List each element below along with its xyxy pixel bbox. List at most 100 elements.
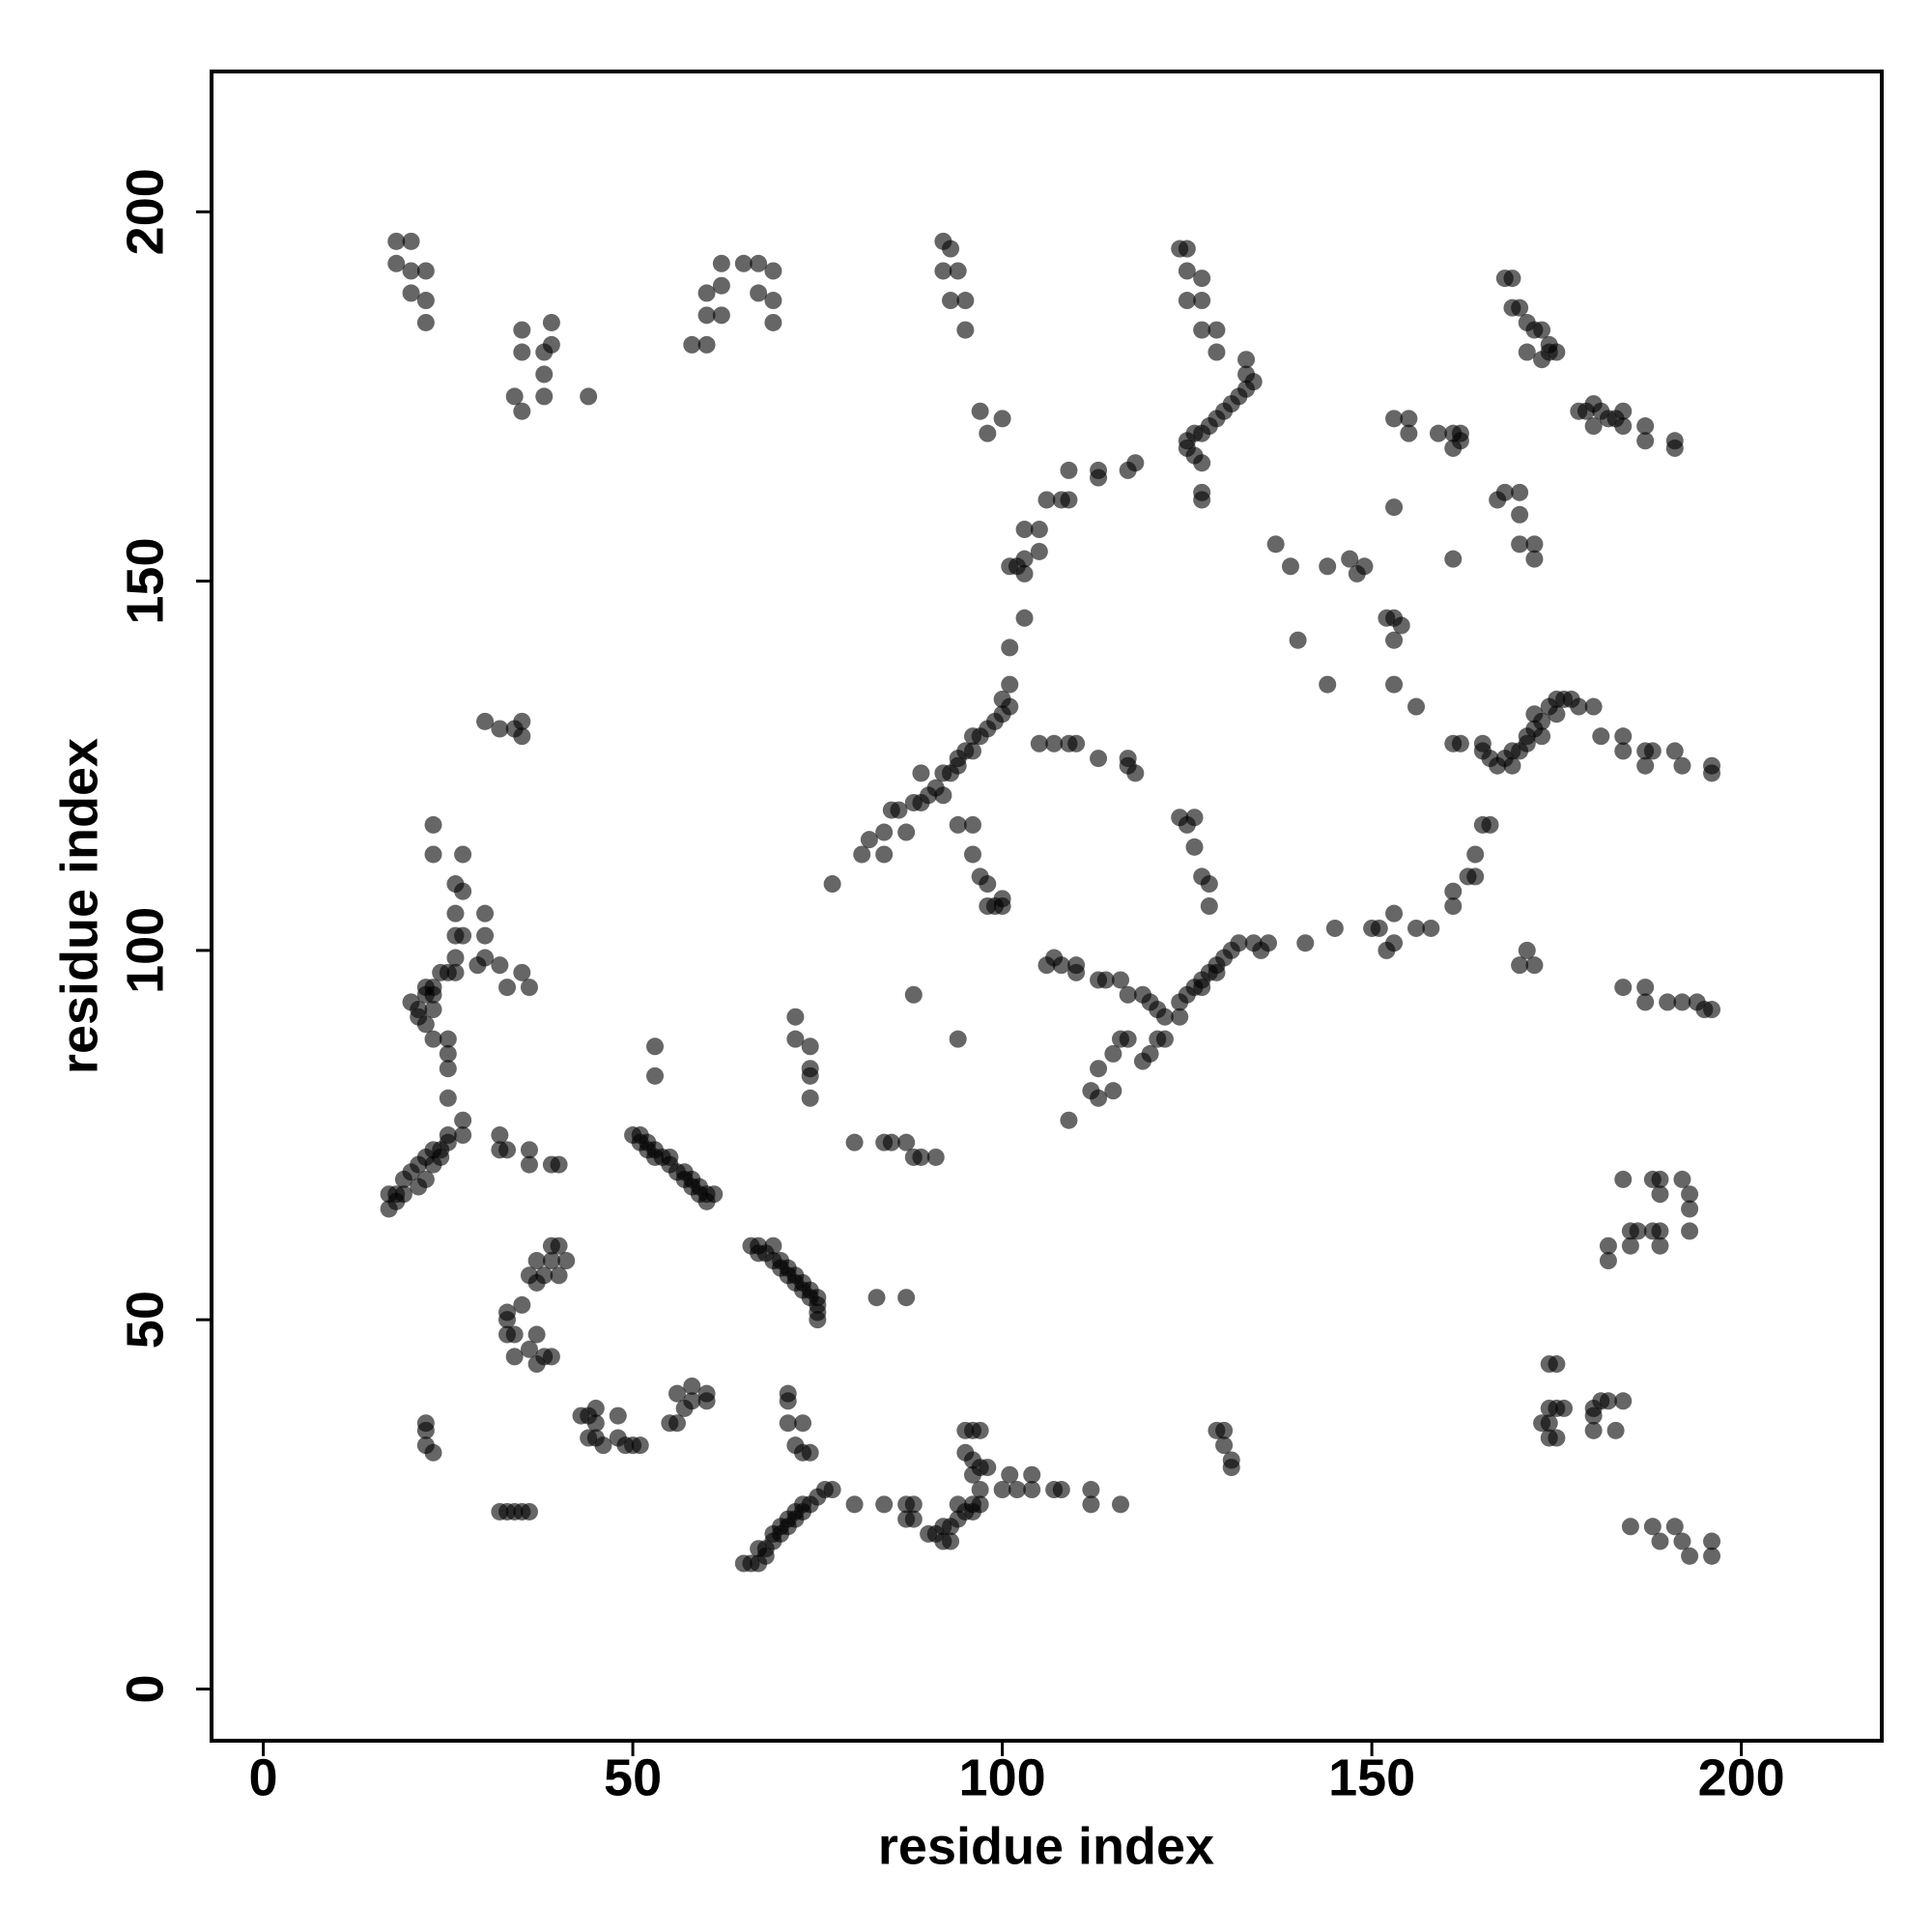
point (476, 926, 495, 945)
point (1481, 815, 1499, 834)
point (1037, 491, 1056, 509)
point (993, 1481, 1011, 1499)
point (949, 262, 967, 280)
point (1030, 542, 1048, 560)
point (513, 712, 531, 730)
point (1385, 675, 1404, 694)
point (904, 985, 923, 1004)
point (1385, 934, 1404, 952)
point (1673, 993, 1691, 1011)
point (424, 1001, 442, 1019)
point (683, 1377, 701, 1395)
point (1495, 483, 1514, 501)
point (668, 1384, 686, 1403)
point (1548, 343, 1566, 361)
point (631, 1436, 649, 1455)
point (1222, 1459, 1240, 1477)
point (380, 1185, 398, 1204)
point (1001, 675, 1019, 694)
point (1178, 240, 1196, 258)
point (1614, 417, 1633, 436)
point (683, 1392, 701, 1410)
point (454, 926, 472, 945)
point (1385, 631, 1404, 649)
point (1015, 609, 1034, 627)
point (535, 365, 554, 384)
point (1451, 734, 1469, 753)
point (550, 1266, 568, 1285)
y-tick-label: 150 (116, 538, 174, 625)
point (1621, 1518, 1639, 1536)
point (1444, 882, 1463, 900)
point (1636, 417, 1655, 436)
point (971, 1421, 989, 1439)
point (454, 1126, 472, 1145)
point (1614, 727, 1633, 746)
point (1407, 919, 1426, 937)
x-tick-label: 100 (959, 1748, 1046, 1806)
point (402, 262, 420, 280)
point (394, 1170, 412, 1188)
point (1651, 1236, 1669, 1255)
point (1060, 1111, 1078, 1129)
point (1584, 1421, 1603, 1439)
point (439, 963, 457, 981)
point (1540, 1429, 1558, 1447)
point (550, 1236, 568, 1255)
point (1067, 963, 1086, 981)
point (1215, 1421, 1234, 1439)
point (993, 897, 1011, 915)
point (1673, 1170, 1691, 1188)
point (779, 1392, 797, 1410)
point (1429, 424, 1447, 442)
point (1155, 1008, 1174, 1026)
point (1400, 424, 1418, 442)
point (1200, 875, 1218, 894)
point (1060, 461, 1078, 479)
point (1643, 742, 1662, 760)
point (1208, 321, 1226, 339)
point (897, 823, 916, 841)
point (542, 313, 560, 331)
point (513, 1295, 531, 1314)
point (498, 1311, 517, 1329)
point (1533, 321, 1551, 339)
point (750, 284, 768, 302)
point (1208, 343, 1226, 361)
point (1015, 550, 1034, 568)
point (1237, 365, 1256, 384)
point (1052, 1481, 1070, 1499)
point (1385, 498, 1404, 517)
point (1629, 1222, 1647, 1240)
point (1584, 417, 1603, 436)
point (764, 262, 782, 280)
point (1614, 979, 1633, 997)
point (1621, 1236, 1639, 1255)
point (1052, 956, 1070, 975)
point (527, 1325, 546, 1344)
point (1681, 1185, 1699, 1204)
point (1400, 410, 1418, 428)
point (1119, 756, 1137, 775)
point (1112, 1495, 1130, 1514)
point (779, 1414, 797, 1433)
point (1015, 564, 1034, 582)
point (897, 1133, 916, 1151)
point (904, 1510, 923, 1528)
point (1466, 867, 1485, 886)
point (1126, 454, 1145, 472)
point (756, 1547, 775, 1565)
point (476, 712, 495, 730)
point (1119, 985, 1137, 1004)
point (439, 1060, 457, 1078)
point (1266, 535, 1285, 554)
point (1533, 712, 1551, 730)
point (1385, 904, 1404, 923)
point (1001, 697, 1019, 716)
point (1659, 993, 1677, 1011)
point (1112, 1030, 1130, 1048)
point (586, 1414, 605, 1433)
point (513, 727, 531, 746)
point (1548, 1355, 1566, 1374)
